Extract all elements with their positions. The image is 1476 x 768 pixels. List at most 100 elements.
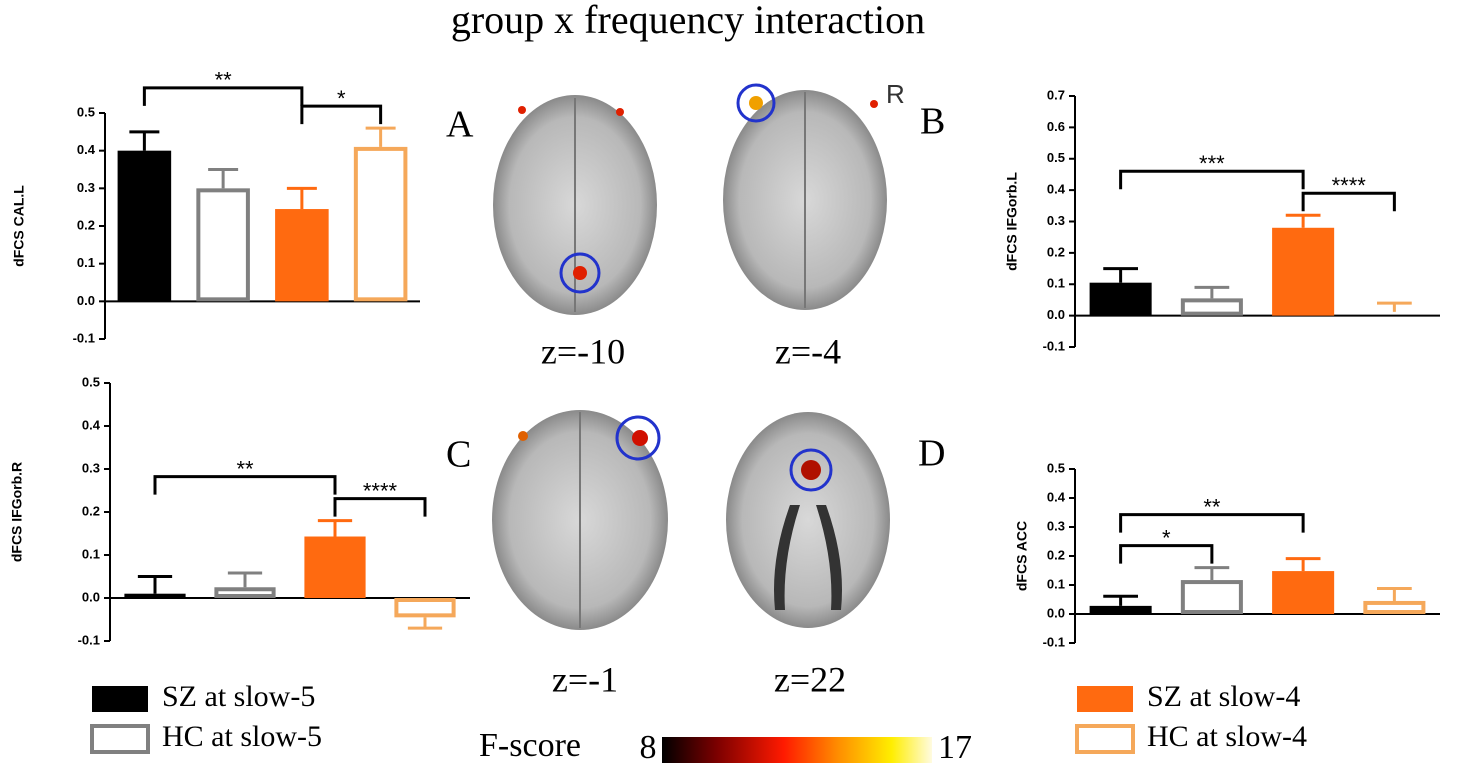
bar — [1089, 282, 1152, 316]
bar — [124, 593, 186, 598]
cluster — [801, 460, 821, 480]
y-tick-label: 0.0 — [1047, 605, 1065, 620]
significance-label: **** — [363, 478, 398, 503]
y-tick-label: 0.1 — [77, 255, 95, 270]
y-tick-label: 0.5 — [1047, 460, 1065, 475]
y-tick-label: 0.4 — [82, 417, 101, 432]
significance-label: * — [1162, 525, 1171, 550]
y-tick-label: 0.0 — [1047, 307, 1065, 322]
significance-bracket — [1119, 544, 1214, 564]
legend-label: SZ at slow-4 — [1147, 680, 1300, 713]
colorbar — [662, 737, 932, 763]
legend-swatch — [1075, 724, 1135, 754]
cluster — [632, 430, 648, 446]
significance-label: * — [337, 86, 346, 111]
y-tick-label: -0.1 — [1043, 634, 1065, 649]
roi-circle — [736, 83, 776, 123]
significance-bracket — [333, 497, 427, 517]
bar — [304, 536, 366, 598]
cluster — [749, 96, 763, 110]
panel-letter: D — [918, 433, 945, 475]
y-tick-label: 0.4 — [1047, 182, 1066, 197]
roi-circle — [559, 252, 601, 294]
significance-bracket — [1301, 191, 1396, 212]
significance-bracket — [300, 104, 383, 125]
slice-label: z=-1 — [552, 659, 618, 699]
roi-circle — [789, 448, 833, 492]
cluster — [518, 106, 526, 114]
legend-label: SZ at slow-5 — [162, 680, 315, 713]
ventricle — [774, 505, 842, 610]
bar — [214, 587, 276, 598]
y-tick-label: 0.1 — [82, 546, 100, 561]
cluster — [870, 100, 878, 108]
title: group x frequency interaction — [451, 0, 925, 42]
legend-label: HC at slow-5 — [162, 720, 322, 753]
significance-bracket — [1119, 169, 1305, 190]
y-axis-label: dFCS IFGorb.R — [9, 462, 25, 562]
panel-letter: A — [446, 104, 474, 146]
y-tick-label: 0.5 — [1047, 150, 1065, 165]
y-tick-label: -0.1 — [73, 330, 95, 345]
y-axis-label: dFCS ACC — [1014, 521, 1030, 591]
legend-swatch — [1077, 686, 1133, 712]
y-tick-label: 0.0 — [77, 293, 95, 308]
bar — [117, 150, 172, 302]
y-tick-label: 0.1 — [1047, 576, 1065, 591]
y-tick-label: 0.3 — [77, 180, 95, 195]
significance-label: ** — [1203, 494, 1221, 519]
y-tick-label: 0.5 — [77, 104, 95, 119]
y-tick-label: 0.2 — [1047, 547, 1065, 562]
bar — [196, 188, 250, 302]
orientation-label: R — [886, 79, 905, 109]
y-axis-label: dFCS CAL.L — [11, 185, 27, 267]
brain — [726, 412, 890, 628]
bar — [275, 209, 329, 302]
colorbar-min: 8 — [640, 729, 657, 766]
legend-swatch — [92, 686, 148, 712]
slice-label: z=22 — [774, 659, 846, 699]
y-tick-label: 0.6 — [1047, 119, 1065, 134]
cluster — [573, 266, 587, 280]
bar — [1089, 605, 1152, 614]
y-tick-label: 0.2 — [77, 217, 95, 232]
y-tick-label: -0.1 — [1043, 338, 1065, 353]
slice-label: z=-4 — [775, 331, 841, 371]
bar — [1272, 227, 1335, 316]
significance-bracket — [142, 86, 304, 106]
panel-letter: C — [446, 434, 471, 476]
y-tick-label: 0.3 — [82, 460, 100, 475]
significance-label: *** — [1199, 151, 1225, 176]
significance-label: **** — [1332, 173, 1367, 198]
brain-slices — [492, 83, 890, 630]
significance-bracket — [1119, 513, 1305, 533]
y-axis-label: dFCS IFGorb.L — [1004, 172, 1020, 271]
significance-label: ** — [236, 456, 254, 481]
bar — [1180, 298, 1243, 316]
y-tick-label: -0.1 — [78, 632, 100, 647]
roi-circle — [615, 415, 661, 461]
significance-bracket — [153, 475, 337, 495]
y-tick-label: 0.7 — [1047, 87, 1065, 102]
colorbar-label: F-score — [479, 727, 581, 764]
significance-label: ** — [215, 68, 233, 93]
panel-letter: B — [920, 101, 945, 143]
y-tick-label: 0.3 — [1047, 213, 1065, 228]
legend-label: HC at slow-4 — [1147, 720, 1307, 753]
y-tick-label: 0.0 — [82, 589, 100, 604]
y-tick-label: 0.4 — [77, 142, 96, 157]
bar — [394, 598, 456, 618]
cluster — [616, 108, 624, 116]
bar — [353, 146, 408, 302]
slice-label: z=-10 — [541, 331, 625, 371]
bar — [1180, 580, 1243, 615]
legend-swatch — [90, 724, 150, 754]
bar — [1272, 571, 1335, 614]
y-tick-label: 0.4 — [1047, 489, 1066, 504]
bar — [1363, 600, 1426, 615]
y-tick-label: 0.3 — [1047, 518, 1065, 533]
y-tick-label: 0.2 — [1047, 244, 1065, 259]
y-tick-label: 0.1 — [1047, 276, 1065, 291]
cluster — [518, 431, 528, 441]
